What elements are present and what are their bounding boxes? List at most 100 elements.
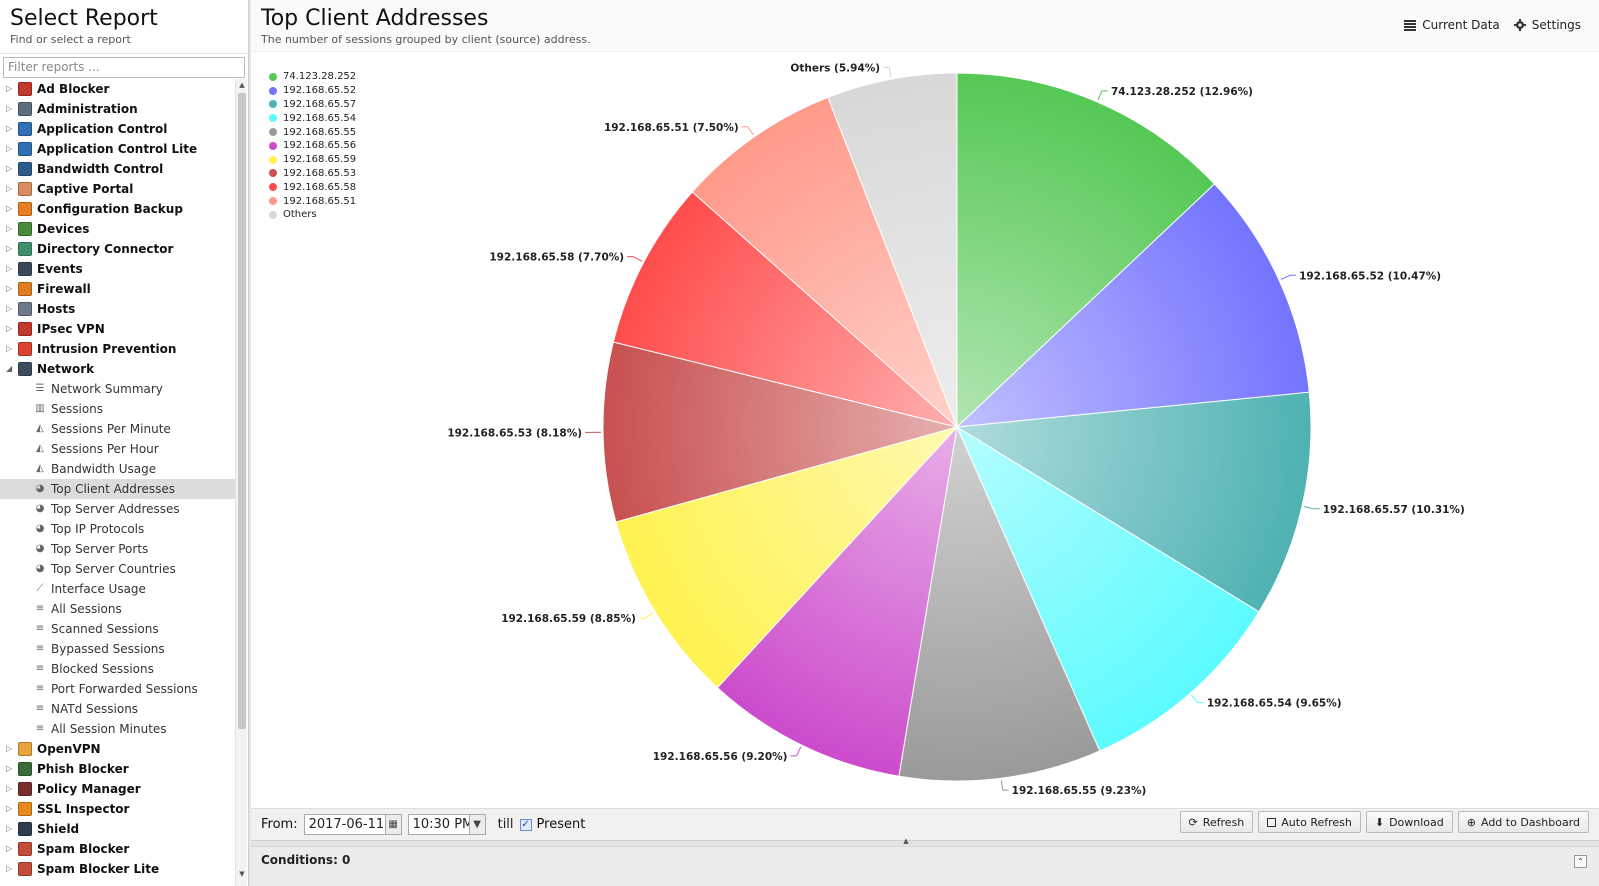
collapsed-arrow-icon[interactable]: ▷	[6, 764, 13, 773]
scroll-down-arrow-icon[interactable]: ▼	[239, 870, 245, 878]
tree-category-intrusion-prevention[interactable]: ▷ Intrusion Prevention	[0, 339, 235, 359]
tree-category-bandwidth-control[interactable]: ▷ Bandwidth Control	[0, 159, 235, 179]
tree-category-ad-blocker[interactable]: ▷ Ad Blocker	[0, 79, 235, 99]
tree-category-spam-blocker-lite[interactable]: ▷ Spam Blocker Lite	[0, 859, 235, 879]
collapsed-arrow-icon[interactable]: ▷	[6, 324, 13, 333]
tree-category-openvpn[interactable]: ▷ OpenVPN	[0, 739, 235, 759]
tree-category-ipsec-vpn[interactable]: ▷ IPsec VPN	[0, 319, 235, 339]
tree-category-shield[interactable]: ▷ Shield	[0, 819, 235, 839]
data-label: 192.168.65.55 (9.23%)	[1012, 785, 1147, 797]
collapsed-arrow-icon[interactable]: ▷	[6, 124, 13, 133]
tree-category-devices[interactable]: ▷ Devices	[0, 219, 235, 239]
tree-category-application-control[interactable]: ▷ Application Control	[0, 119, 235, 139]
tree-report-item[interactable]: ≡ Blocked Sessions	[0, 659, 235, 679]
collapsed-arrow-icon[interactable]: ▷	[6, 844, 13, 853]
collapsed-arrow-icon[interactable]: ▷	[6, 744, 13, 753]
sidebar-scrollbar[interactable]: ▲ ▼	[235, 79, 247, 886]
collapsed-arrow-icon[interactable]: ▷	[6, 224, 13, 233]
collapsed-arrow-icon[interactable]: ▷	[6, 204, 13, 213]
collapsed-arrow-icon[interactable]: ▷	[6, 824, 13, 833]
tree-category-policy-manager[interactable]: ▷ Policy Manager	[0, 779, 235, 799]
collapse-icon[interactable]: ⌃	[1574, 855, 1587, 868]
chevron-down-icon[interactable]: ▼	[468, 815, 485, 834]
tree-report-item[interactable]: ◕ Top Server Addresses	[0, 499, 235, 519]
tree-report-item[interactable]: ▥ Sessions	[0, 399, 235, 419]
tree-category-administration[interactable]: ▷ Administration	[0, 99, 235, 119]
bandwidth-control-icon	[18, 162, 32, 176]
tree-category-phish-blocker[interactable]: ▷ Phish Blocker	[0, 759, 235, 779]
calendar-icon[interactable]: ▦	[384, 815, 401, 834]
collapsed-arrow-icon[interactable]: ▷	[6, 144, 13, 153]
collapsed-arrow-icon[interactable]: ▷	[6, 244, 13, 253]
add-to-dashboard-button[interactable]: ⊕ Add to Dashboard	[1457, 811, 1589, 833]
tree-report-item[interactable]: ◭ Sessions Per Hour	[0, 439, 235, 459]
legend-item[interactable]: 192.168.65.54	[269, 111, 356, 125]
tree-report-item[interactable]: ◕ Top IP Protocols	[0, 519, 235, 539]
scroll-thumb[interactable]	[238, 93, 246, 729]
tree-report-item[interactable]: ≡ All Sessions	[0, 599, 235, 619]
tree-report-item[interactable]: ≡ Port Forwarded Sessions	[0, 679, 235, 699]
expanded-arrow-icon[interactable]: ◢	[6, 364, 13, 373]
tree-report-item[interactable]: ≡ All Session Minutes	[0, 719, 235, 739]
tree-category-network[interactable]: ◢ Network	[0, 359, 235, 379]
collapsed-arrow-icon[interactable]: ▷	[6, 164, 13, 173]
download-button[interactable]: ⬇ Download	[1365, 811, 1453, 833]
legend-item[interactable]: 192.168.65.56	[269, 139, 356, 153]
data-label-connector	[1280, 274, 1297, 280]
panel-splitter[interactable]: ▲	[251, 837, 1599, 846]
tree-category-application-control-lite[interactable]: ▷ Application Control Lite	[0, 139, 235, 159]
collapsed-arrow-icon[interactable]: ▷	[6, 264, 13, 273]
legend-item[interactable]: 74.123.28.252	[269, 70, 356, 84]
filter-reports-input[interactable]	[3, 56, 245, 78]
auto-refresh-button[interactable]: Auto Refresh	[1258, 811, 1361, 833]
legend-item[interactable]: 192.168.65.53	[269, 167, 356, 181]
present-checkbox[interactable]: ✓	[519, 818, 532, 831]
current-data-button[interactable]: Current Data	[1404, 18, 1500, 32]
collapsed-arrow-icon[interactable]: ▷	[6, 84, 13, 93]
tree-category-events[interactable]: ▷ Events	[0, 259, 235, 279]
tree-report-item[interactable]: ◕ Top Server Ports	[0, 539, 235, 559]
tree-report-item[interactable]: ≡ NATd Sessions	[0, 699, 235, 719]
tree-report-item[interactable]: ◭ Bandwidth Usage	[0, 459, 235, 479]
tree-category-ssl-inspector[interactable]: ▷ SSL Inspector	[0, 799, 235, 819]
legend-item[interactable]: 192.168.65.57	[269, 98, 356, 112]
legend-item[interactable]: 192.168.65.59	[269, 153, 356, 167]
legend-item[interactable]: 192.168.65.51	[269, 194, 356, 208]
tree-category-hosts[interactable]: ▷ Hosts	[0, 299, 235, 319]
tree-category-firewall[interactable]: ▷ Firewall	[0, 279, 235, 299]
tree-category-spam-blocker[interactable]: ▷ Spam Blocker	[0, 839, 235, 859]
collapsed-arrow-icon[interactable]: ▷	[6, 784, 13, 793]
legend-item[interactable]: 192.168.65.55	[269, 125, 356, 139]
collapsed-arrow-icon[interactable]: ▷	[6, 184, 13, 193]
refresh-button[interactable]: ⟳ Refresh	[1179, 811, 1254, 833]
tree-report-item[interactable]: ◕ Top Client Addresses	[0, 479, 235, 499]
collapsed-arrow-icon[interactable]: ▷	[6, 284, 13, 293]
tree-category-captive-portal[interactable]: ▷ Captive Portal	[0, 179, 235, 199]
tree-report-item[interactable]: ◭ Sessions Per Minute	[0, 419, 235, 439]
from-time-field[interactable]: 10:30 PM ▼	[407, 814, 486, 835]
tree-report-item[interactable]: ≡ Bypassed Sessions	[0, 639, 235, 659]
collapsed-arrow-icon[interactable]: ▷	[6, 864, 13, 873]
tree-report-item[interactable]: ≡ Scanned Sessions	[0, 619, 235, 639]
line-chart-icon: ⟋	[36, 583, 44, 594]
legend-dot	[269, 210, 277, 219]
chart-legend: 74.123.28.252 192.168.65.52 192.168.65.57 1…	[269, 70, 356, 222]
splitter-grip-icon[interactable]: ▲	[903, 837, 909, 845]
collapsed-arrow-icon[interactable]: ▷	[6, 304, 13, 313]
collapsed-arrow-icon[interactable]: ▷	[6, 344, 13, 353]
ssl-inspector-icon	[18, 802, 32, 816]
legend-item[interactable]: Others	[269, 208, 356, 222]
collapsed-arrow-icon[interactable]: ▷	[6, 804, 13, 813]
tree-category-directory-connector[interactable]: ▷ Directory Connector	[0, 239, 235, 259]
legend-dot	[269, 114, 277, 123]
tree-category-configuration-backup[interactable]: ▷ Configuration Backup	[0, 199, 235, 219]
legend-item[interactable]: 192.168.65.58	[269, 180, 356, 194]
settings-button[interactable]: Settings	[1513, 18, 1581, 32]
scroll-up-arrow-icon[interactable]: ▲	[239, 81, 245, 89]
from-date-field[interactable]: 2017-06-11 ▦	[303, 814, 402, 835]
tree-report-item[interactable]: ◕ Top Server Countries	[0, 559, 235, 579]
legend-item[interactable]: 192.168.65.52	[269, 84, 356, 98]
tree-report-item[interactable]: ⟋ Interface Usage	[0, 579, 235, 599]
tree-report-item[interactable]: ☰ Network Summary	[0, 379, 235, 399]
collapsed-arrow-icon[interactable]: ▷	[6, 104, 13, 113]
